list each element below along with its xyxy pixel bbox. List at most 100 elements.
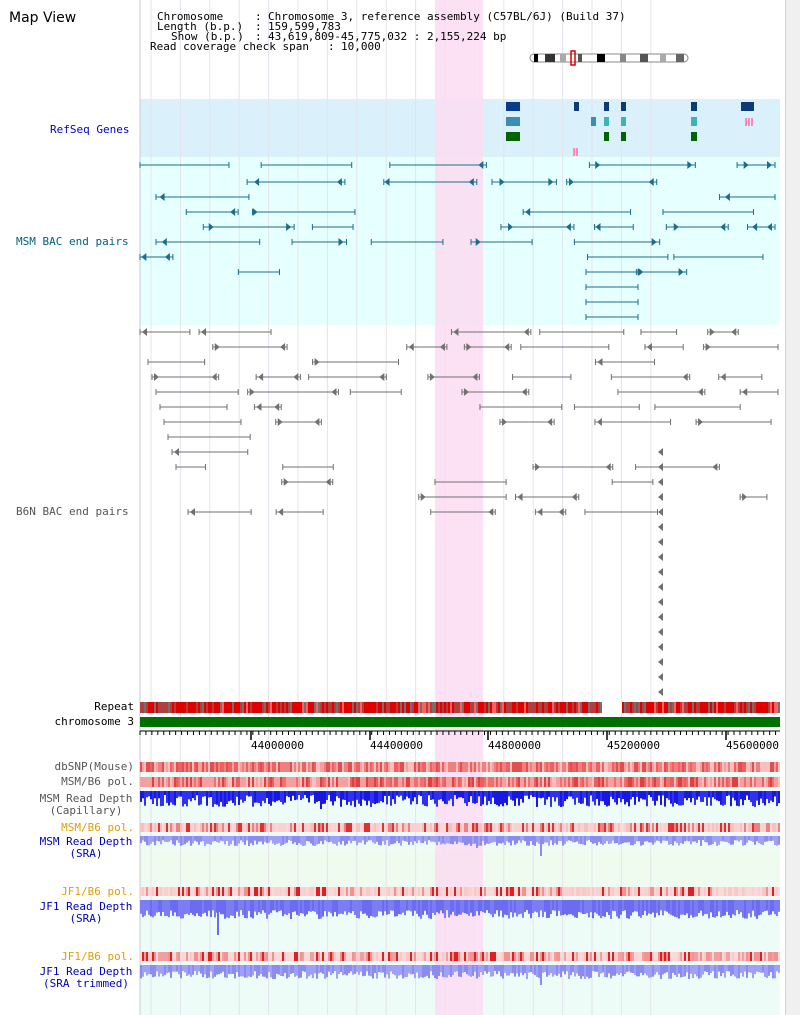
polymorphism-cell	[738, 952, 740, 961]
read-depth-bar	[770, 836, 772, 841]
read-depth-bar	[458, 900, 460, 915]
track-label-msm-b6-pol-2[interactable]: MSM/B6 pol.	[61, 821, 134, 834]
polymorphism-cell	[460, 887, 462, 896]
read-depth-bar	[456, 791, 458, 799]
polymorphism-cell	[292, 887, 294, 896]
bac-end-arrow	[504, 343, 510, 351]
repeat-block	[308, 702, 310, 713]
read-depth-bar	[156, 965, 158, 972]
track-label-msm-b6-pol-1[interactable]: MSM/B6 pol.	[61, 775, 134, 788]
polymorphism-cell	[448, 887, 450, 896]
polymorphism-cell	[288, 777, 290, 787]
polymorphism-cell	[294, 887, 296, 896]
read-depth-bar	[420, 791, 422, 797]
track-label-msm-depth-capillary[interactable]: MSM Read Depth (Capillary)	[24, 793, 148, 817]
polymorphism-cell	[272, 952, 274, 961]
polymorphism-cell	[384, 823, 386, 832]
read-depth-bar	[216, 965, 218, 975]
polymorphism-cell	[722, 777, 724, 787]
polymorphism-cell	[452, 952, 454, 961]
read-depth-bar	[688, 836, 690, 842]
read-depth-bar	[606, 965, 608, 978]
read-depth-bar	[306, 791, 308, 799]
track-label-jf1-depth-sra[interactable]: JF1 Read Depth (SRA)	[24, 901, 148, 925]
track-label-dbsnp[interactable]: dbSNP(Mouse)	[54, 760, 134, 773]
read-depth-bar	[308, 791, 310, 803]
read-depth-spike	[660, 965, 662, 979]
polymorphism-cell	[318, 952, 320, 961]
read-depth-bar	[490, 900, 492, 915]
read-depth-bar	[614, 900, 616, 912]
read-depth-bar	[690, 965, 692, 974]
read-depth-bar	[408, 965, 410, 974]
polymorphism-cell	[324, 777, 326, 787]
read-depth-bar	[698, 900, 700, 913]
read-depth-bar	[518, 965, 520, 977]
ruler-tick-label: 44400000	[370, 739, 423, 752]
read-depth-bar	[292, 836, 294, 844]
repeat-block	[746, 702, 748, 713]
read-depth-bar	[576, 965, 578, 974]
repeat-block	[274, 702, 276, 713]
read-depth-bar	[240, 836, 242, 841]
polymorphism-cell	[544, 887, 546, 896]
polymorphism-cell	[222, 777, 224, 787]
polymorphism-cell	[216, 887, 218, 896]
polymorphism-cell	[150, 823, 152, 832]
polymorphism-cell	[506, 777, 508, 787]
polymorphism-cell	[168, 952, 170, 961]
polymorphism-cell	[410, 762, 412, 772]
read-depth-bar	[506, 965, 508, 976]
polymorphism-cell	[374, 777, 376, 787]
read-depth-bar	[246, 791, 248, 796]
read-depth-bar	[620, 965, 622, 974]
read-depth-bar	[614, 965, 616, 976]
track-label-msm-bac[interactable]: MSM BAC end pairs	[16, 235, 129, 248]
polymorphism-cell	[442, 823, 444, 832]
repeat-block	[518, 702, 520, 713]
repeat-block	[220, 702, 222, 713]
polymorphism-cell	[744, 823, 746, 832]
track-label-jf1-pol-2[interactable]: JF1/B6 pol.	[61, 950, 134, 963]
read-depth-bar	[210, 791, 212, 798]
polymorphism-cell	[238, 887, 240, 896]
repeat-block	[432, 702, 434, 713]
track-label-jf1-depth-trimmed[interactable]: JF1 Read Depth (SRA trimmed)	[24, 966, 148, 990]
read-depth-bar	[460, 836, 462, 843]
polymorphism-cell	[276, 952, 278, 961]
polymorphism-cell	[170, 777, 172, 787]
polymorphism-cell	[614, 887, 616, 896]
read-depth-bar	[620, 791, 622, 803]
polymorphism-cell	[152, 887, 154, 896]
track-label-jf1-pol-1[interactable]: JF1/B6 pol.	[61, 885, 134, 898]
read-depth-bar	[706, 965, 708, 972]
read-depth-bar	[450, 836, 452, 844]
repeat-block	[252, 702, 254, 713]
read-depth-bar	[724, 836, 726, 842]
read-depth-bar	[304, 965, 306, 972]
track-label-msm-depth-sra[interactable]: MSM Read Depth (SRA)	[24, 836, 148, 860]
read-depth-bar	[766, 900, 768, 911]
polymorphism-cell	[734, 823, 736, 832]
read-depth-bar	[584, 965, 586, 979]
track-label-b6n-bac[interactable]: B6N BAC end pairs	[16, 505, 129, 518]
read-depth-bar	[602, 791, 604, 802]
polymorphism-cell	[524, 762, 526, 772]
vertical-scrollbar[interactable]	[785, 0, 800, 1015]
read-depth-bar	[770, 900, 772, 915]
read-depth-bar	[328, 836, 330, 843]
bac-end-arrow	[571, 493, 577, 501]
polymorphism-cell	[512, 952, 514, 961]
read-depth-bar	[232, 900, 234, 916]
read-depth-bar	[160, 791, 162, 807]
polymorphism-cell	[560, 777, 562, 787]
repeat-block	[352, 702, 354, 713]
track-label-refseq[interactable]: RefSeq Genes	[50, 123, 130, 136]
polymorphism-cell	[312, 887, 314, 896]
read-depth-bar	[742, 900, 744, 918]
polymorphism-cell	[600, 887, 602, 896]
read-depth-bar	[452, 965, 454, 976]
read-depth-bar	[192, 900, 194, 915]
polymorphism-cell	[730, 777, 732, 787]
